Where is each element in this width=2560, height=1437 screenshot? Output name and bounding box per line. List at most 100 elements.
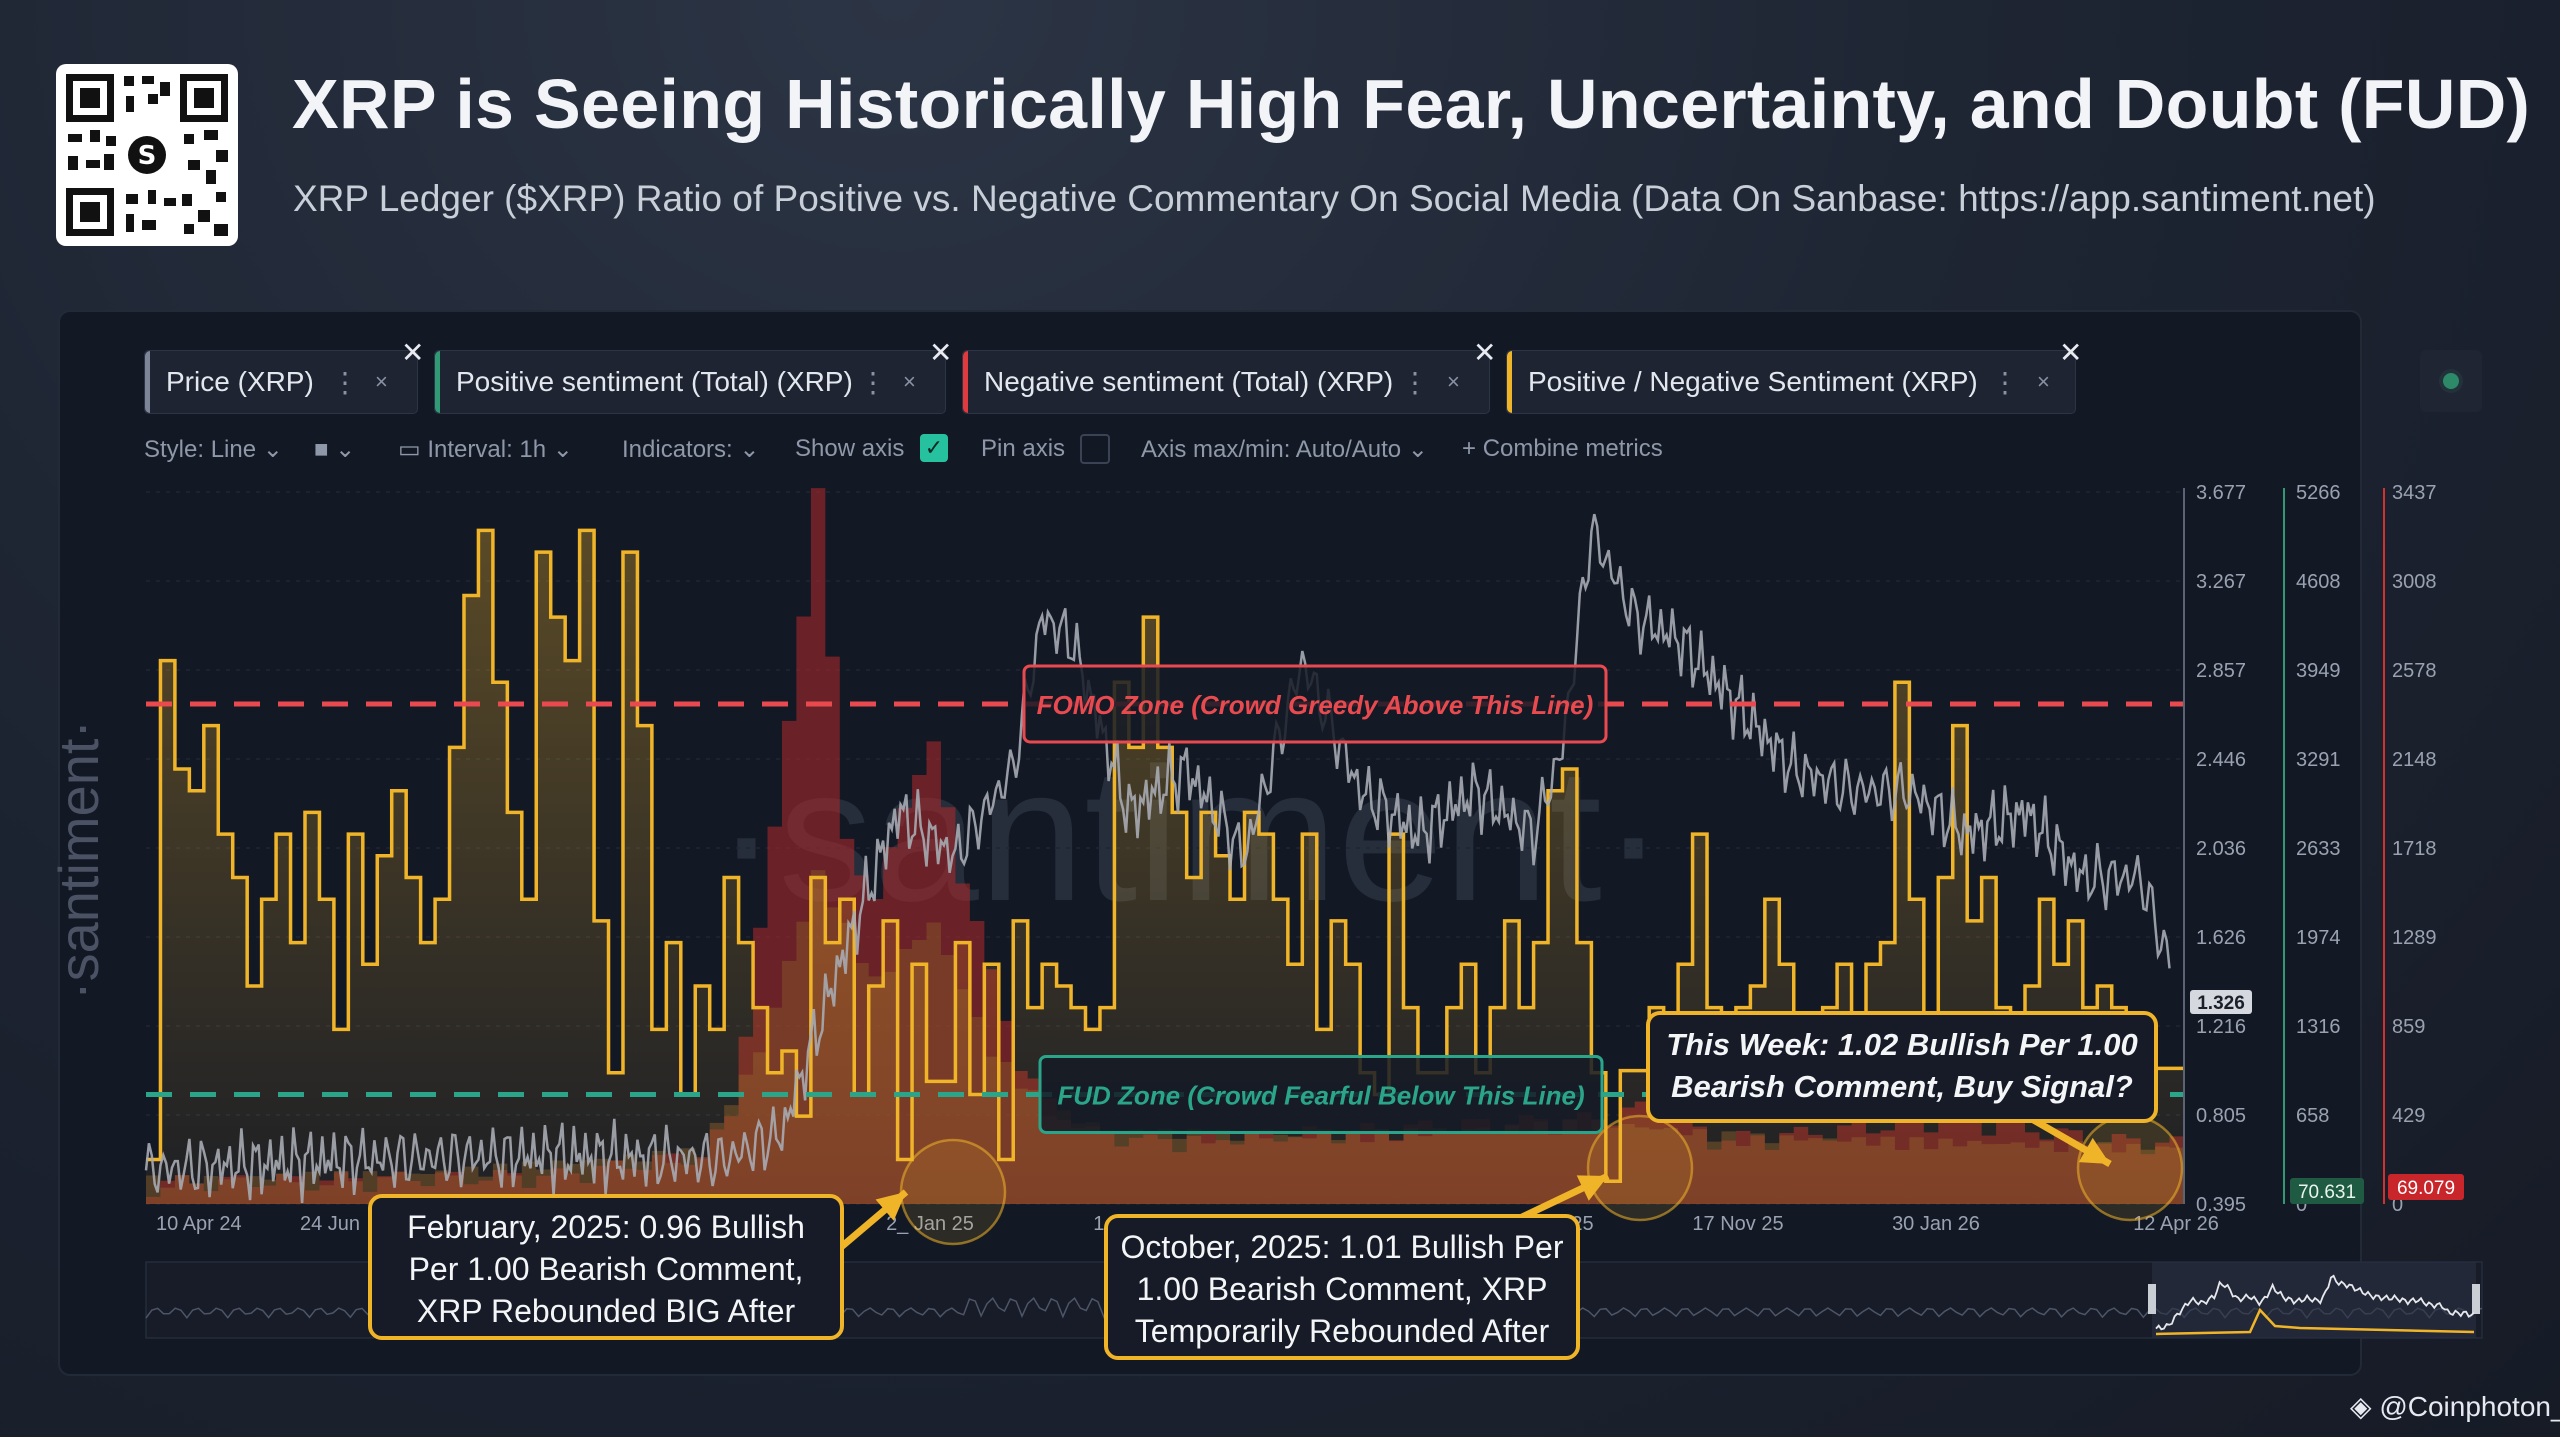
svg-text:S: S (138, 141, 157, 171)
remove-metric-icon[interactable]: × (1447, 369, 1460, 394)
y-tick-label: 0 (2296, 1194, 2307, 1216)
chevron-down-icon: ⌄ (739, 436, 760, 463)
close-icon[interactable]: ✕ (929, 337, 953, 368)
close-icon[interactable]: ✕ (2059, 337, 2083, 368)
metric-label: Positive / Negative Sentiment (XRP) (1528, 366, 1978, 397)
y-tick-label: 429 (2392, 1105, 2425, 1127)
fomo-zone-box (1022, 664, 1608, 744)
y-tick-label: 0.395 (2196, 1194, 2246, 1216)
kebab-menu-icon[interactable]: ⋮ (859, 366, 887, 398)
highlight-circle (1586, 1114, 1694, 1222)
y-tick-label: 0 (2392, 1194, 2403, 1216)
annotation-text-week: Bearish Comment, Buy Signal? (1671, 1069, 2133, 1104)
pin-axis-label: Pin axis (981, 435, 1066, 462)
y-tick-label: 2148 (2392, 749, 2437, 771)
x-tick-label: 17 Nov 25 (1692, 1213, 1783, 1235)
diamond-logo-icon: ◈ (2350, 1391, 2372, 1422)
y-tick-label: 5266 (2296, 482, 2341, 504)
y-tick-label: 1718 (2392, 838, 2437, 860)
show-axis-label: Show axis (795, 435, 905, 462)
remove-metric-icon[interactable]: × (375, 369, 388, 394)
annotation-box-oct (1104, 1214, 1580, 1360)
x-tick-label: 30 Jan 26 (1892, 1213, 1980, 1235)
show-axis-checkbox[interactable]: ✓ (920, 434, 948, 462)
page-title: XRP is Seeing Historically High Fear, Un… (292, 65, 2531, 143)
y-tick-label: 1289 (2392, 927, 2437, 949)
annotation-text-oct: October, 2025: 1.01 Bullish Per (1121, 1229, 1564, 1265)
chevron-down-icon: ⌄ (262, 436, 283, 463)
y-tick-label: 3949 (2296, 660, 2341, 682)
highlight-circle (2076, 1114, 2184, 1222)
calendar-icon: ▭ (398, 436, 421, 463)
y-tick-label: 2.036 (2196, 838, 2246, 860)
fud-zone-label: FUD Zone (Crowd Fearful Below This Line) (1057, 1080, 1584, 1110)
combine-label: Combine metrics (1482, 435, 1663, 462)
x-tick-label: 10 Apr 24 (156, 1213, 242, 1235)
annotation-text-feb: Per 1.00 Bearish Comment, (409, 1251, 804, 1287)
style-dropdown[interactable]: Style: Line ⌄ (144, 435, 283, 464)
color-dropdown[interactable]: ■ ⌄ (314, 435, 355, 464)
author-credit: ◈ @Coinphoton_VN (2350, 1390, 2560, 1423)
navigator-handle-right (2472, 1284, 2480, 1314)
chevron-down-icon: ⌄ (552, 436, 573, 463)
kebab-menu-icon[interactable]: ⋮ (331, 366, 359, 398)
fud-zone-box (1038, 1054, 1604, 1134)
pin-axis-checkbox[interactable] (1080, 434, 1110, 464)
metric-label: Negative sentiment (Total) (XRP) (984, 366, 1394, 397)
navigator-ratio-line (2155, 1307, 2475, 1336)
positive-current-badge (2290, 1178, 2364, 1204)
y-tick-label: 1316 (2296, 1016, 2341, 1038)
chevron-down-icon: ⌄ (1407, 436, 1428, 463)
y-tick-label: 2633 (2296, 838, 2341, 860)
metric-color-bar (435, 351, 440, 413)
indicators-dropdown[interactable]: Indicators: ⌄ (622, 435, 760, 464)
y-tick-label: 658 (2296, 1105, 2329, 1127)
combine-metrics-button[interactable]: + Combine metrics (1462, 435, 1663, 463)
interval-dropdown[interactable]: ▭ Interval: 1h ⌄ (398, 435, 573, 464)
axis-maxmin-label: Axis max/min: Auto/Auto (1141, 436, 1402, 463)
navigator-handle-left (2148, 1284, 2156, 1314)
metric-chip-ratio[interactable]: Positive / Negative Sentiment (XRP) ⋮ × (1506, 350, 2076, 414)
y-tick-label: 1.626 (2196, 927, 2246, 949)
ratio-current-value: 1.326 (2197, 993, 2245, 1014)
annotation-box-week (1646, 1011, 2158, 1123)
y-tick-label: 3008 (2392, 571, 2437, 593)
x-tick-label: 24 Jun (300, 1213, 360, 1235)
annotation-text-feb: XRP Rebounded BIG After (417, 1293, 796, 1329)
y-tick-label: 0.805 (2196, 1105, 2246, 1127)
y-tick-label: 1974 (2296, 927, 2341, 949)
close-icon[interactable]: ✕ (401, 337, 425, 368)
y-tick-label: 2.446 (2196, 749, 2246, 771)
y-tick-label: 3.677 (2196, 482, 2246, 504)
page-subtitle: XRP Ledger ($XRP) Ratio of Positive vs. … (293, 178, 2376, 219)
status-dot-button[interactable] (2420, 350, 2482, 412)
close-icon[interactable]: ✕ (1473, 337, 1497, 368)
style-label: Style: Line (144, 436, 257, 463)
y-tick-label: 1.216 (2196, 1016, 2246, 1038)
y-tick-label: 2578 (2392, 660, 2437, 682)
remove-metric-icon[interactable]: × (903, 369, 916, 394)
price-line (144, 513, 2171, 1203)
metric-chip-price[interactable]: Price (XRP) ⋮ × (144, 350, 418, 414)
x-tick-label: 12 Apr 26 (2133, 1213, 2219, 1235)
annotation-text-oct: Temporarily Rebounded After (1135, 1313, 1550, 1349)
annotation-text-feb: February, 2025: 0.96 Bullish (407, 1209, 805, 1245)
kebab-menu-icon[interactable]: ⋮ (1401, 366, 1429, 398)
metric-color-bar (1507, 351, 1512, 413)
metric-chip-positive[interactable]: Positive sentiment (Total) (XRP) ⋮ × (434, 350, 946, 414)
remove-metric-icon[interactable]: × (2037, 369, 2050, 394)
arrowhead-icon (1576, 1175, 1608, 1201)
metric-color-bar (145, 351, 150, 413)
y-tick-label: 859 (2392, 1016, 2425, 1038)
negative-current-badge (2388, 1174, 2464, 1200)
axis-maxmin-dropdown[interactable]: Axis max/min: Auto/Auto ⌄ (1141, 435, 1428, 464)
y-tick-label: 3.267 (2196, 571, 2246, 593)
qr-code: S (56, 64, 238, 246)
ratio-current-badge (2190, 990, 2252, 1015)
metric-chip-negative[interactable]: Negative sentiment (Total) (XRP) ⋮ × (962, 350, 1490, 414)
highlight-circle (899, 1138, 1007, 1246)
arrowhead-icon (875, 1192, 906, 1221)
kebab-menu-icon[interactable]: ⋮ (1991, 366, 2019, 398)
chevron-down-icon: ⌄ (335, 436, 356, 463)
ratio-area (146, 530, 2184, 1204)
